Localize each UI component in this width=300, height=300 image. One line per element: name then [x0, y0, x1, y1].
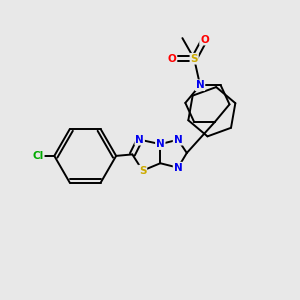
Text: N: N: [196, 80, 204, 90]
Text: N: N: [174, 135, 182, 145]
Text: N: N: [135, 135, 144, 145]
Text: N: N: [174, 163, 182, 173]
Text: O: O: [168, 54, 176, 64]
Text: S: S: [190, 54, 198, 64]
Text: O: O: [200, 34, 209, 45]
Text: S: S: [139, 166, 146, 176]
Text: N: N: [156, 139, 165, 149]
Text: Cl: Cl: [32, 151, 44, 161]
